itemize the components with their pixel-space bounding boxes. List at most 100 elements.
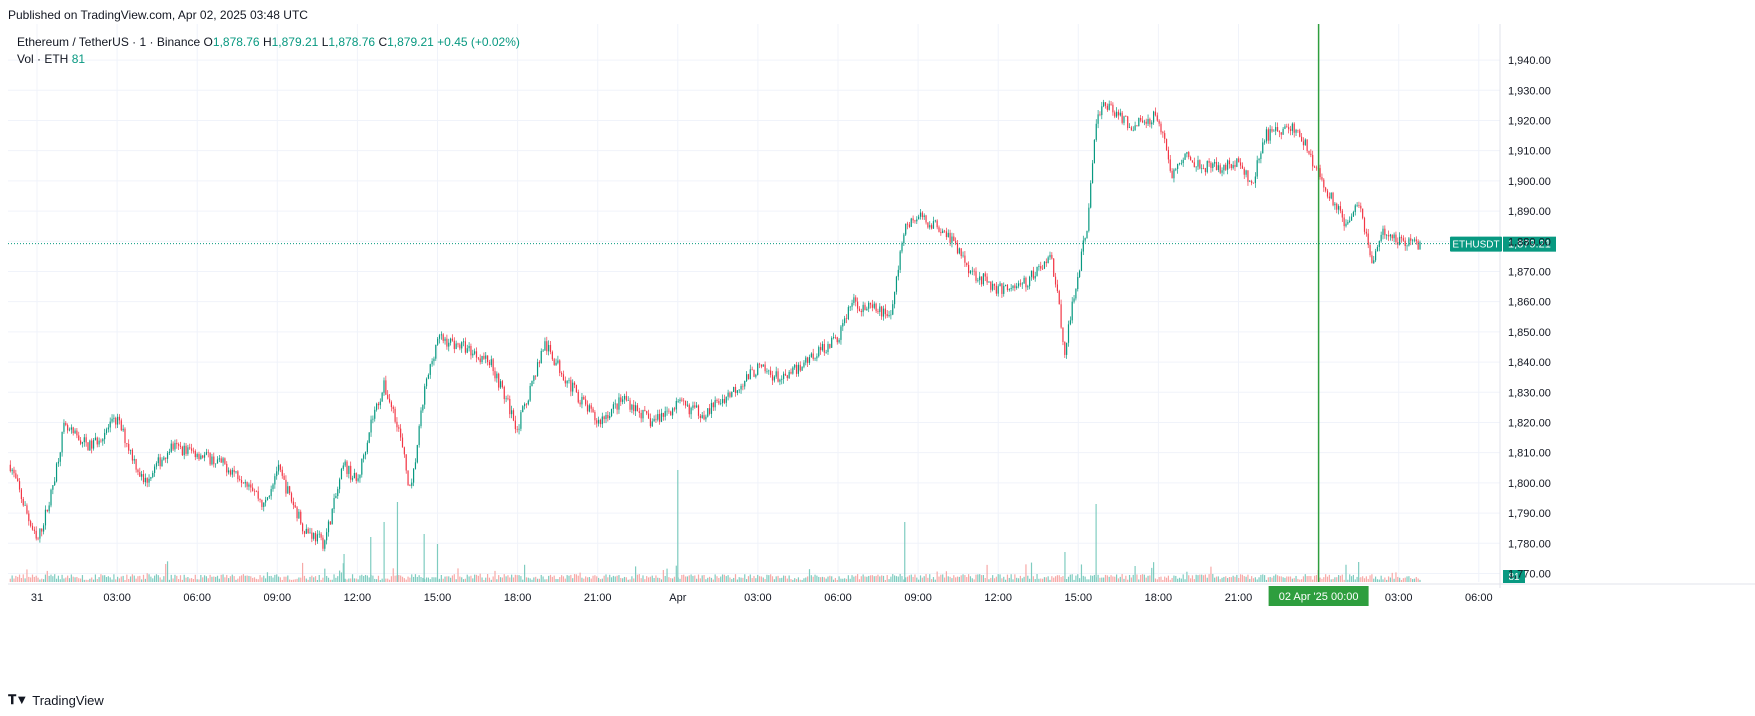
volume-bar <box>522 579 524 582</box>
volume-bar <box>679 578 681 582</box>
candle-body <box>1164 133 1166 139</box>
volume-bar <box>377 575 380 582</box>
tradingview-brand[interactable]: 𝐓▼ TradingView <box>8 692 104 708</box>
volume-bar <box>416 576 418 582</box>
time-tick-label: 06:00 <box>183 592 211 604</box>
candle-body <box>721 399 724 404</box>
candle-body <box>1234 164 1236 167</box>
volume-bar <box>1313 575 1316 582</box>
candle-body <box>1256 160 1258 177</box>
candlesticks <box>9 99 1421 552</box>
candle-body <box>1400 236 1403 239</box>
volume-bar <box>1243 576 1245 582</box>
candle-body <box>78 435 80 441</box>
candle-body <box>113 417 115 419</box>
volume-bar <box>808 569 811 582</box>
volume-bar <box>1256 579 1258 582</box>
volume-bar <box>829 575 831 582</box>
volume-bar <box>511 574 513 582</box>
volume-bar <box>407 576 409 582</box>
volume-bar <box>74 577 76 582</box>
candle-body <box>1036 266 1038 276</box>
volume-bar <box>1014 574 1016 582</box>
volume-spike-bar <box>343 554 345 582</box>
volume-bar <box>170 574 172 582</box>
volume-bar <box>1276 575 1279 582</box>
candle-body <box>403 447 405 455</box>
candle-body <box>673 408 676 410</box>
candle-body <box>172 443 174 450</box>
volume-bar <box>812 576 814 582</box>
candle-body <box>757 363 759 375</box>
volume-bar <box>342 563 344 582</box>
candle-body <box>1273 130 1275 132</box>
candle-body <box>450 338 452 343</box>
volume-bar <box>270 575 272 582</box>
candle-body <box>144 477 146 483</box>
volume-bar <box>1326 576 1329 582</box>
volume-bar <box>196 579 198 582</box>
candle-body <box>1060 304 1062 328</box>
volume-bar <box>479 573 481 582</box>
candle-body <box>411 482 413 486</box>
volume-bar <box>388 579 391 582</box>
candle-body <box>1005 284 1007 286</box>
candle-body <box>100 440 102 442</box>
candle-body <box>1349 220 1351 222</box>
volume-bar <box>450 577 452 582</box>
candle-body <box>501 381 503 387</box>
candle-body <box>931 225 933 229</box>
candle-body <box>266 497 269 501</box>
candle-body <box>736 390 738 393</box>
volume-bar <box>1214 577 1216 582</box>
candle-body <box>709 408 711 414</box>
candle-body <box>705 416 707 420</box>
volume-bar <box>1310 576 1312 582</box>
volume-bar <box>229 576 232 582</box>
volume-bar <box>1114 576 1116 582</box>
volume-bar <box>1289 576 1292 582</box>
volume-bar <box>1029 578 1031 582</box>
candle-body <box>818 347 820 357</box>
candle-body <box>72 427 74 434</box>
candle-body <box>1173 169 1175 179</box>
candle-body <box>820 347 822 351</box>
candle-body <box>770 370 772 375</box>
candle-body <box>968 264 970 274</box>
volume-bar <box>1238 577 1240 582</box>
candle-body <box>1169 159 1171 171</box>
candle-body <box>966 262 968 265</box>
candle-body <box>1332 192 1334 206</box>
legend-symbol[interactable]: Ethereum / TetherUS · 1 · Binance <box>17 35 201 49</box>
candle-body <box>1042 268 1044 270</box>
volume-bar <box>714 574 716 582</box>
candle-body <box>33 529 35 531</box>
candle-body <box>205 452 207 455</box>
candle-body <box>446 338 448 347</box>
candle-body <box>181 446 183 456</box>
volume-bar <box>755 578 757 582</box>
candle-body <box>1227 160 1229 170</box>
volume-bar <box>448 576 450 582</box>
volume-bar <box>635 566 637 582</box>
volume-bar <box>320 579 322 582</box>
candle-body <box>379 401 381 406</box>
candle-body <box>274 476 276 485</box>
volume-bar <box>52 576 54 582</box>
candle-body <box>1175 168 1177 170</box>
volume-bar <box>1362 576 1364 582</box>
candle-body <box>178 444 180 446</box>
legend-volume-label[interactable]: Vol · ETH <box>17 52 69 66</box>
candle-body <box>840 326 842 340</box>
price-axis: 1,770.001,780.001,790.001,800.001,810.00… <box>1508 55 1551 580</box>
candle-body <box>50 489 52 506</box>
candle-body <box>85 437 87 443</box>
candle-body <box>81 442 84 444</box>
legend-close-label: C <box>378 35 388 49</box>
candle-body <box>309 532 311 534</box>
candle-body <box>157 457 159 464</box>
volume-bar <box>472 578 474 582</box>
volume-bar <box>916 577 918 582</box>
volume-bar <box>466 574 468 582</box>
